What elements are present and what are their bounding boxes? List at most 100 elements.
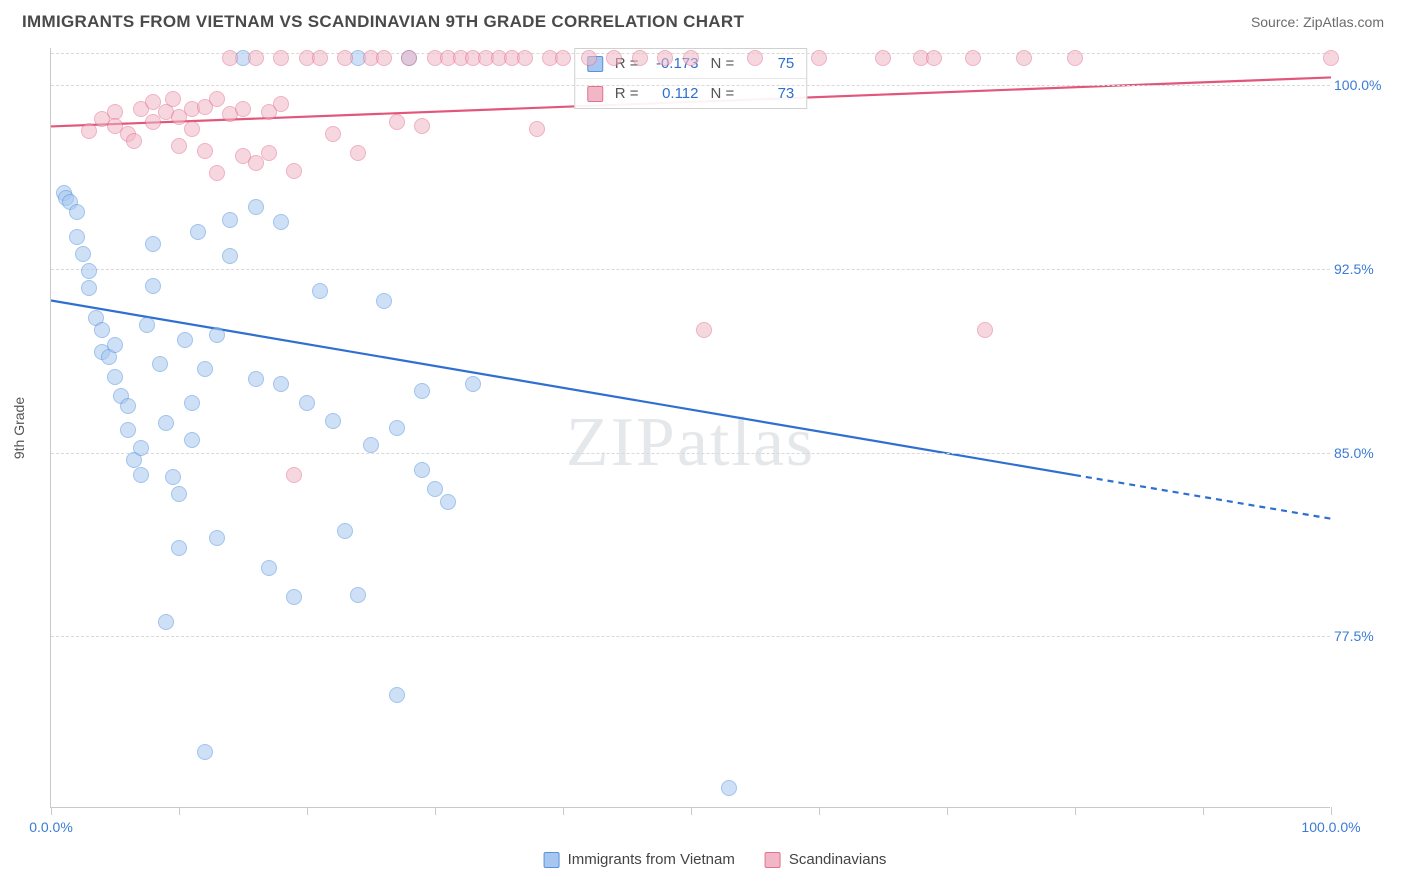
x-tick [51, 807, 52, 815]
scatter-point-scand [517, 50, 533, 66]
x-tick [1331, 807, 1332, 815]
scatter-point-scand [555, 50, 571, 66]
scatter-point-scand [81, 123, 97, 139]
scatter-point-scand [1323, 50, 1339, 66]
scatter-point-scand [248, 50, 264, 66]
scatter-point-vietnam [133, 440, 149, 456]
legend-swatch [544, 852, 560, 868]
scatter-point-scand [414, 118, 430, 134]
scatter-point-scand [389, 114, 405, 130]
chart-area: 9th Grade ZIPatlas R =-0.173N =75R =0.11… [50, 48, 1380, 838]
scatter-point-scand [606, 50, 622, 66]
scatter-point-scand [312, 50, 328, 66]
scatter-point-vietnam [286, 589, 302, 605]
scatter-point-vietnam [81, 280, 97, 296]
scatter-point-scand [632, 50, 648, 66]
x-tick [179, 807, 180, 815]
scatter-point-scand [184, 121, 200, 137]
x-tick [691, 807, 692, 815]
y-tick-label: 85.0% [1334, 445, 1386, 461]
scatter-point-scand [875, 50, 891, 66]
scatter-point-vietnam [222, 248, 238, 264]
scatter-point-vietnam [427, 481, 443, 497]
scatter-point-vietnam [190, 224, 206, 240]
x-tick [307, 807, 308, 815]
scatter-point-scand [747, 50, 763, 66]
scatter-point-vietnam [75, 246, 91, 262]
gridline-h [51, 636, 1330, 637]
scatter-point-vietnam [171, 486, 187, 502]
scatter-point-scand [273, 96, 289, 112]
scatter-point-vietnam [152, 356, 168, 372]
y-tick-label: 92.5% [1334, 261, 1386, 277]
x-tick [435, 807, 436, 815]
legend-label: Immigrants from Vietnam [568, 851, 735, 868]
watermark: ZIPatlas [566, 403, 815, 483]
stats-n-label: N = [711, 55, 735, 72]
scatter-point-scand [581, 50, 597, 66]
gridline-h [51, 269, 1330, 270]
scatter-point-scand [286, 163, 302, 179]
scatter-point-vietnam [145, 236, 161, 252]
scatter-point-vietnam [325, 413, 341, 429]
scatter-point-scand [107, 104, 123, 120]
scatter-point-scand [529, 121, 545, 137]
x-tick [1075, 807, 1076, 815]
scatter-point-vietnam [248, 371, 264, 387]
scatter-point-scand [325, 126, 341, 142]
gridline-h [51, 85, 1330, 86]
scatter-point-scand [165, 91, 181, 107]
x-tick [947, 807, 948, 815]
scatter-point-scand [209, 91, 225, 107]
scatter-point-vietnam [165, 469, 181, 485]
scatter-point-vietnam [209, 530, 225, 546]
scatter-point-vietnam [312, 283, 328, 299]
scatter-point-scand [235, 101, 251, 117]
chart-source: Source: ZipAtlas.com [1251, 14, 1384, 30]
scatter-point-vietnam [414, 383, 430, 399]
scatter-point-scand [209, 165, 225, 181]
scatter-point-scand [1016, 50, 1032, 66]
scatter-point-vietnam [376, 293, 392, 309]
scatter-point-scand [261, 145, 277, 161]
stats-r-value: 0.112 [651, 85, 699, 102]
gridline-h [51, 453, 1330, 454]
x-tick [1203, 807, 1204, 815]
scatter-point-scand [1067, 50, 1083, 66]
x-tick [819, 807, 820, 815]
legend-label: Scandinavians [789, 851, 887, 868]
scatter-point-scand [197, 143, 213, 159]
scatter-point-vietnam [120, 398, 136, 414]
scatter-point-vietnam [139, 317, 155, 333]
scatter-point-scand [977, 322, 993, 338]
scatter-point-vietnam [363, 437, 379, 453]
scatter-point-vietnam [184, 395, 200, 411]
scatter-point-scand [337, 50, 353, 66]
scatter-point-vietnam [440, 494, 456, 510]
scatter-point-vietnam [197, 361, 213, 377]
x-tick-label: 0.0.0% [29, 819, 73, 835]
scatter-point-vietnam [69, 204, 85, 220]
y-tick-label: 77.5% [1334, 628, 1386, 644]
scatter-point-scand [965, 50, 981, 66]
plot-area: 9th Grade ZIPatlas R =-0.173N =75R =0.11… [50, 48, 1330, 808]
scatter-point-vietnam [209, 327, 225, 343]
scatter-point-vietnam [299, 395, 315, 411]
legend-swatch [765, 852, 781, 868]
scatter-point-vietnam [248, 199, 264, 215]
scatter-point-vietnam [69, 229, 85, 245]
scatter-point-vietnam [94, 322, 110, 338]
scatter-point-vietnam [197, 744, 213, 760]
scatter-point-scand [273, 50, 289, 66]
scatter-point-vietnam [222, 212, 238, 228]
legend-item: Scandinavians [765, 851, 887, 868]
scatter-point-scand [811, 50, 827, 66]
scatter-point-vietnam [389, 687, 405, 703]
scatter-point-scand [222, 50, 238, 66]
scatter-point-vietnam [273, 376, 289, 392]
scatter-point-scand [286, 467, 302, 483]
chart-title: IMMIGRANTS FROM VIETNAM VS SCANDINAVIAN … [22, 12, 744, 32]
scatter-point-scand [171, 138, 187, 154]
scatter-point-scand [376, 50, 392, 66]
y-tick-label: 100.0% [1334, 77, 1386, 93]
